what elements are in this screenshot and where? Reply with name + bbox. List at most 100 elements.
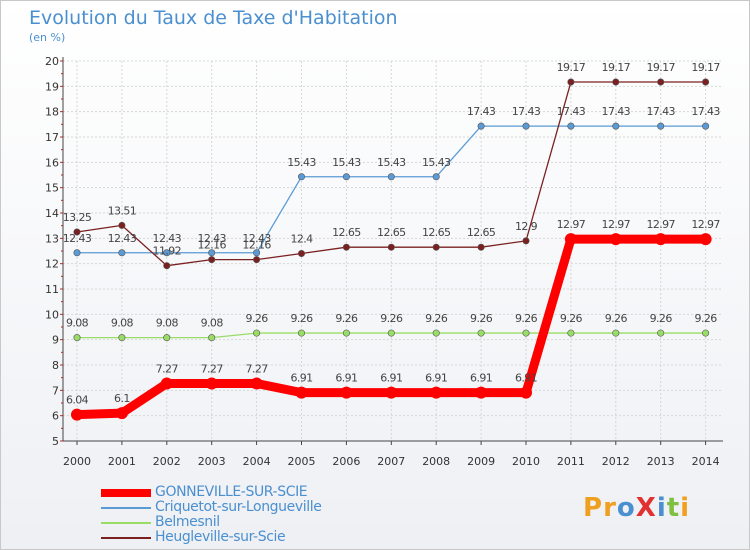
data-point: [387, 329, 395, 337]
data-point: [342, 329, 350, 337]
data-point: [340, 386, 353, 399]
legend-swatch: [101, 537, 151, 539]
data-label: 9.26: [246, 312, 269, 325]
data-label: 12.43: [197, 232, 226, 245]
data-point: [253, 329, 261, 337]
data-label: 15.43: [377, 156, 406, 169]
data-label: 9.26: [380, 312, 403, 325]
data-label: 17.43: [512, 105, 541, 118]
data-label: 7.27: [156, 362, 179, 375]
data-point: [520, 386, 532, 399]
data-label: 12.43: [108, 232, 137, 245]
data-label: 6.04: [66, 394, 89, 407]
data-point: [205, 377, 218, 390]
legend-item: Belmesnil: [97, 514, 437, 531]
data-label: 12.97: [557, 218, 586, 231]
data-point: [297, 173, 305, 181]
data-label: 9.26: [650, 312, 673, 325]
data-label: 9.26: [515, 312, 538, 325]
data-point: [657, 78, 665, 86]
y-tick-label: 5: [52, 435, 59, 448]
data-point: [567, 329, 575, 337]
data-point: [477, 122, 485, 130]
x-tick-label: 2007: [377, 455, 405, 468]
legend-item: Heugleville-sur-Scie: [97, 529, 437, 546]
y-tick-label: 16: [45, 156, 59, 169]
data-label: 17.43: [691, 105, 720, 118]
data-label: 6.91: [425, 372, 447, 385]
y-tick-label: 15: [45, 182, 59, 195]
data-label: 17.43: [602, 105, 631, 118]
data-labels: 6.04 6.1 7.27 7.27 7.27 6.91 6.91 6.91 6.91 6.91 6…: [63, 61, 721, 407]
x-tick-label: 2010: [512, 455, 540, 468]
series-lines: [71, 78, 712, 421]
y-tick-label: 8: [52, 359, 59, 372]
data-point: [71, 408, 83, 421]
data-label: 12.43: [63, 232, 92, 245]
data-point: [115, 407, 128, 420]
data-point: [702, 329, 710, 337]
x-tick-label: 2011: [557, 455, 585, 468]
x-tick-label: 2008: [422, 455, 450, 468]
data-point: [654, 233, 667, 246]
data-point: [253, 256, 261, 264]
data-label: 12.97: [646, 218, 675, 231]
legend-label: Criquetot-sur-Longueville: [155, 499, 322, 515]
y-tick-label: 18: [45, 106, 59, 119]
logo-letter: o: [616, 493, 636, 523]
data-point: [295, 386, 308, 399]
data-label: 11.92: [153, 245, 182, 258]
data-point: [297, 329, 305, 337]
data-point: [657, 329, 665, 337]
data-point: [387, 243, 395, 251]
data-label: 19.17: [557, 61, 586, 74]
data-label: 15.43: [422, 156, 451, 169]
logo-letter: X: [635, 493, 657, 523]
data-point: [385, 386, 398, 399]
y-tick-label: 17: [45, 131, 59, 144]
y-tick-label: 13: [45, 232, 59, 245]
data-label: 12.4: [290, 233, 313, 246]
y-tick-label: 19: [45, 80, 59, 93]
data-point: [612, 329, 620, 337]
data-label: 12.9: [515, 220, 538, 233]
data-label: 12.43: [242, 232, 271, 245]
data-point: [163, 334, 171, 342]
data-label: 19.17: [602, 61, 631, 74]
data-point: [612, 78, 620, 86]
x-tick-label: 2000: [63, 455, 91, 468]
data-label: 12.65: [467, 226, 496, 239]
data-label: 17.43: [467, 105, 496, 118]
data-label: 12.65: [332, 226, 361, 239]
y-tick-labels: 5 6 7 8 9 10 11 12 13 14 15 16 17 18 19 20: [45, 55, 59, 448]
data-point: [702, 78, 710, 86]
data-label: 9.26: [560, 312, 583, 325]
data-label: 17.43: [646, 105, 675, 118]
data-point: [73, 228, 81, 236]
legend-swatch: [101, 489, 151, 497]
data-point: [160, 377, 173, 390]
x-tick-label: 2003: [198, 455, 226, 468]
data-point: [567, 78, 575, 86]
data-point: [432, 243, 440, 251]
data-point: [73, 249, 81, 257]
data-point: [118, 221, 126, 229]
data-label: 7.27: [201, 362, 224, 375]
data-point: [609, 233, 622, 246]
data-point: [118, 334, 126, 342]
data-point: [208, 256, 216, 264]
y-tick-label: 14: [45, 207, 59, 220]
data-label: 12.65: [422, 226, 451, 239]
data-point: [208, 334, 216, 342]
data-point: [342, 173, 350, 181]
data-label: 15.43: [332, 156, 361, 169]
data-point: [73, 334, 81, 342]
x-tick-label: 2009: [467, 455, 495, 468]
data-label: 9.26: [695, 312, 718, 325]
data-point: [567, 122, 575, 130]
data-point: [163, 262, 171, 270]
data-point: [432, 173, 440, 181]
data-point: [699, 233, 712, 246]
logo-letter: i: [680, 493, 691, 523]
